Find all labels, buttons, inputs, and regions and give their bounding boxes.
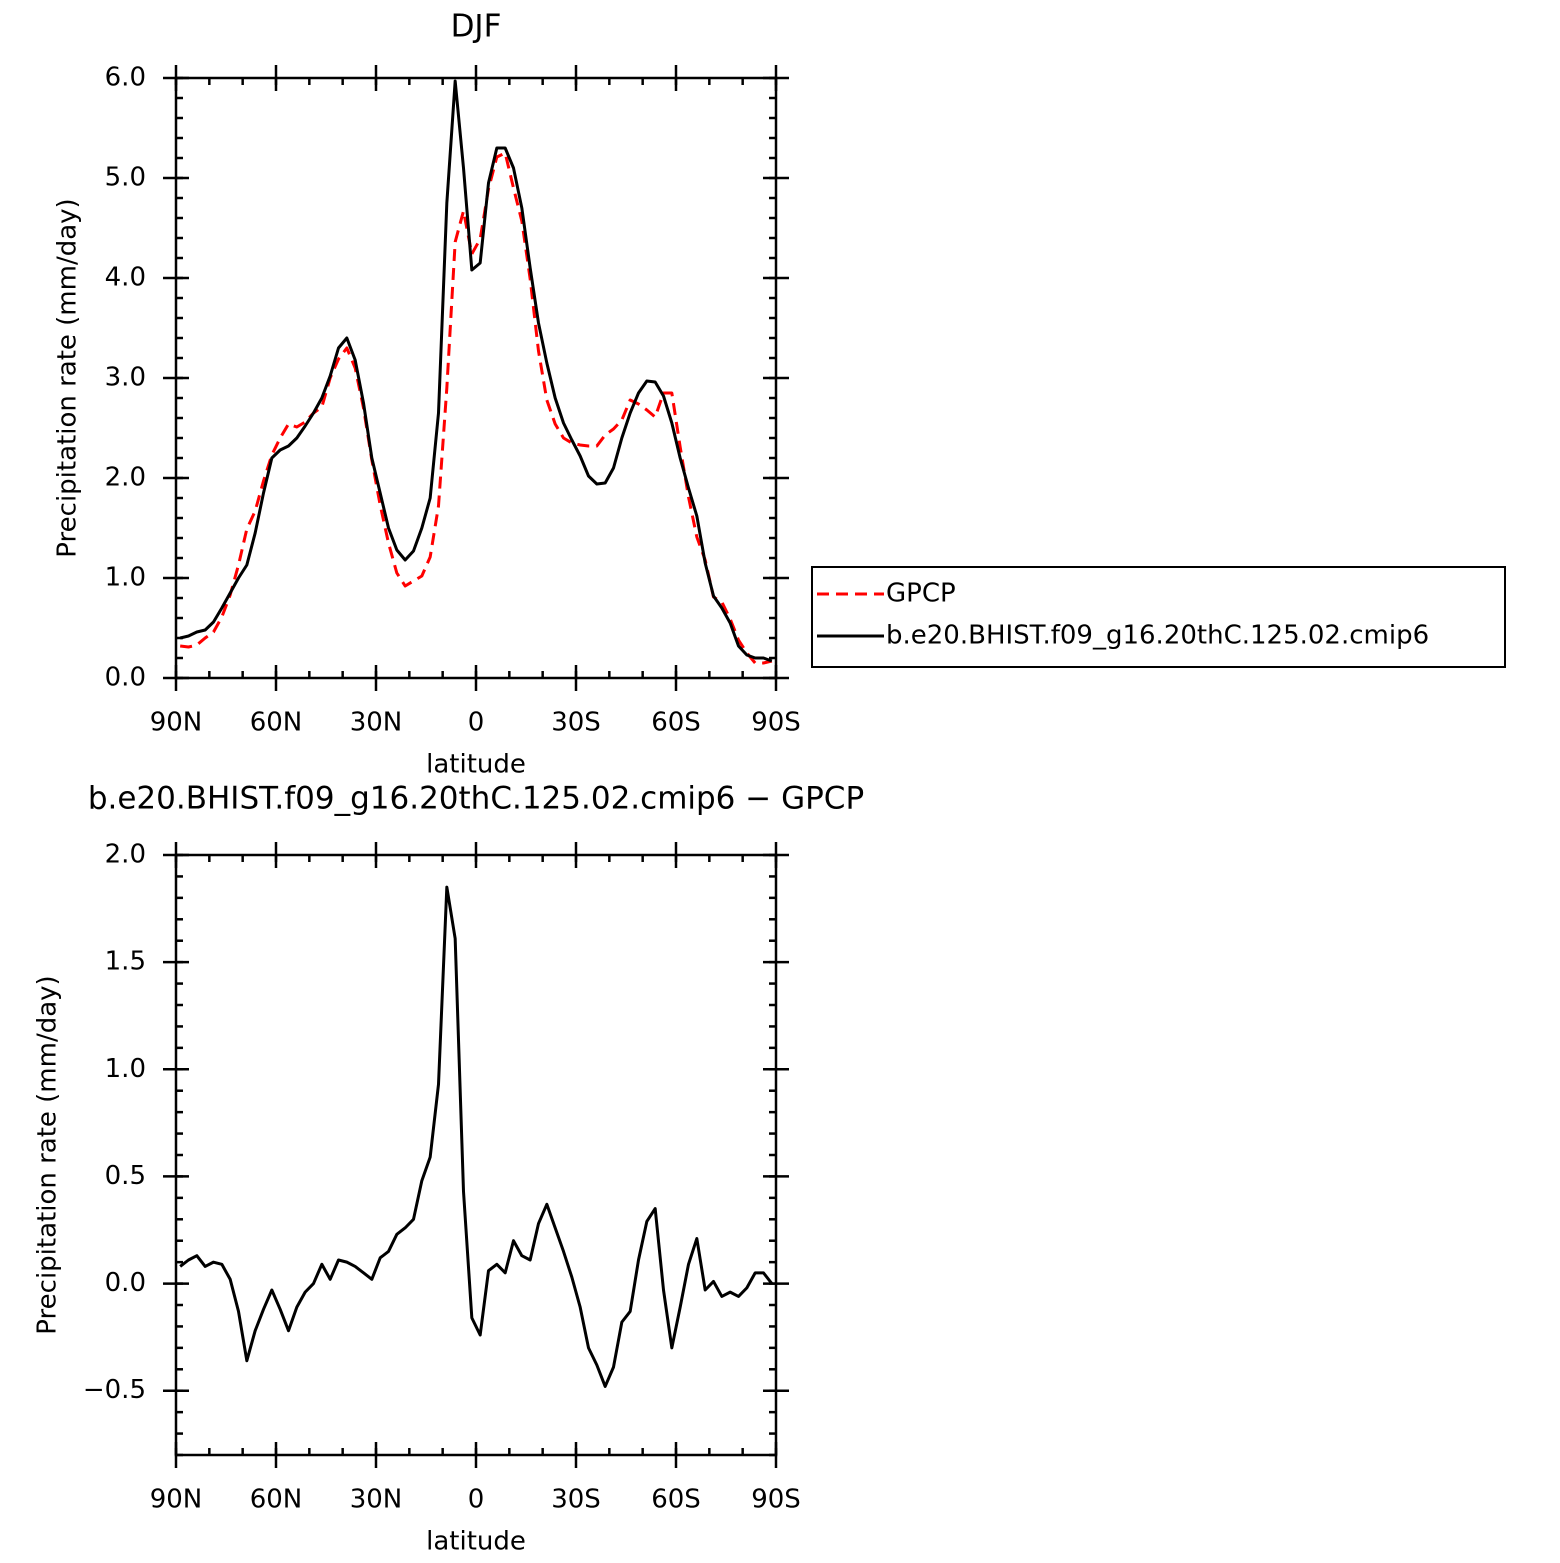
x-tick-label: 30N bbox=[350, 708, 403, 738]
chart-title: DJF bbox=[451, 9, 502, 45]
x-axis-label: latitude bbox=[426, 1527, 526, 1557]
legend-box bbox=[811, 566, 1506, 668]
x-tick-label: 60S bbox=[651, 708, 701, 738]
y-tick-label: −0.5 bbox=[83, 1375, 146, 1405]
x-tick-label: 60N bbox=[250, 708, 303, 738]
x-tick-label: 90S bbox=[751, 1485, 801, 1515]
y-axis-label: Precipitation rate (mm/day) bbox=[53, 198, 83, 557]
plot-frame bbox=[174, 76, 778, 680]
y-tick-label: 1.5 bbox=[105, 947, 146, 977]
y-tick-label: 0.0 bbox=[105, 1268, 146, 1298]
x-tick-label: 30S bbox=[551, 708, 601, 738]
y-axis-label: Precipitation rate (mm/day) bbox=[33, 975, 63, 1334]
y-tick-label: 1.0 bbox=[105, 563, 146, 593]
chart-title: b.e20.BHIST.f09_g16.20thC.125.02.cmip6 −… bbox=[88, 781, 864, 817]
x-tick-label: 90S bbox=[751, 708, 801, 738]
series-line bbox=[179, 79, 773, 663]
y-tick-label: 2.0 bbox=[105, 463, 146, 493]
x-tick-label: 90N bbox=[150, 1485, 203, 1515]
x-axis-label: latitude bbox=[426, 750, 526, 780]
x-tick-label: 0 bbox=[468, 708, 485, 738]
y-tick-label: 6.0 bbox=[105, 63, 146, 93]
series-line bbox=[179, 151, 773, 665]
y-tick-label: 0.5 bbox=[105, 1161, 146, 1191]
x-tick-label: 30S bbox=[551, 1485, 601, 1515]
y-tick-label: 5.0 bbox=[105, 163, 146, 193]
y-tick-label: 1.0 bbox=[105, 1054, 146, 1084]
y-tick-label: 0.0 bbox=[105, 663, 146, 693]
y-tick-label: 3.0 bbox=[105, 363, 146, 393]
x-tick-label: 30N bbox=[350, 1485, 403, 1515]
x-tick-label: 0 bbox=[468, 1485, 485, 1515]
x-tick-label: 90N bbox=[150, 708, 203, 738]
x-tick-label: 60S bbox=[651, 1485, 701, 1515]
y-tick-label: 2.0 bbox=[105, 840, 146, 870]
plot-frame bbox=[174, 853, 778, 1457]
legend-label: GPCP bbox=[886, 579, 956, 609]
y-tick-label: 4.0 bbox=[105, 263, 146, 293]
series-line bbox=[179, 885, 774, 1388]
legend-label: b.e20.BHIST.f09_g16.20thC.125.02.cmip6 bbox=[886, 621, 1429, 651]
x-tick-label: 60N bbox=[250, 1485, 303, 1515]
